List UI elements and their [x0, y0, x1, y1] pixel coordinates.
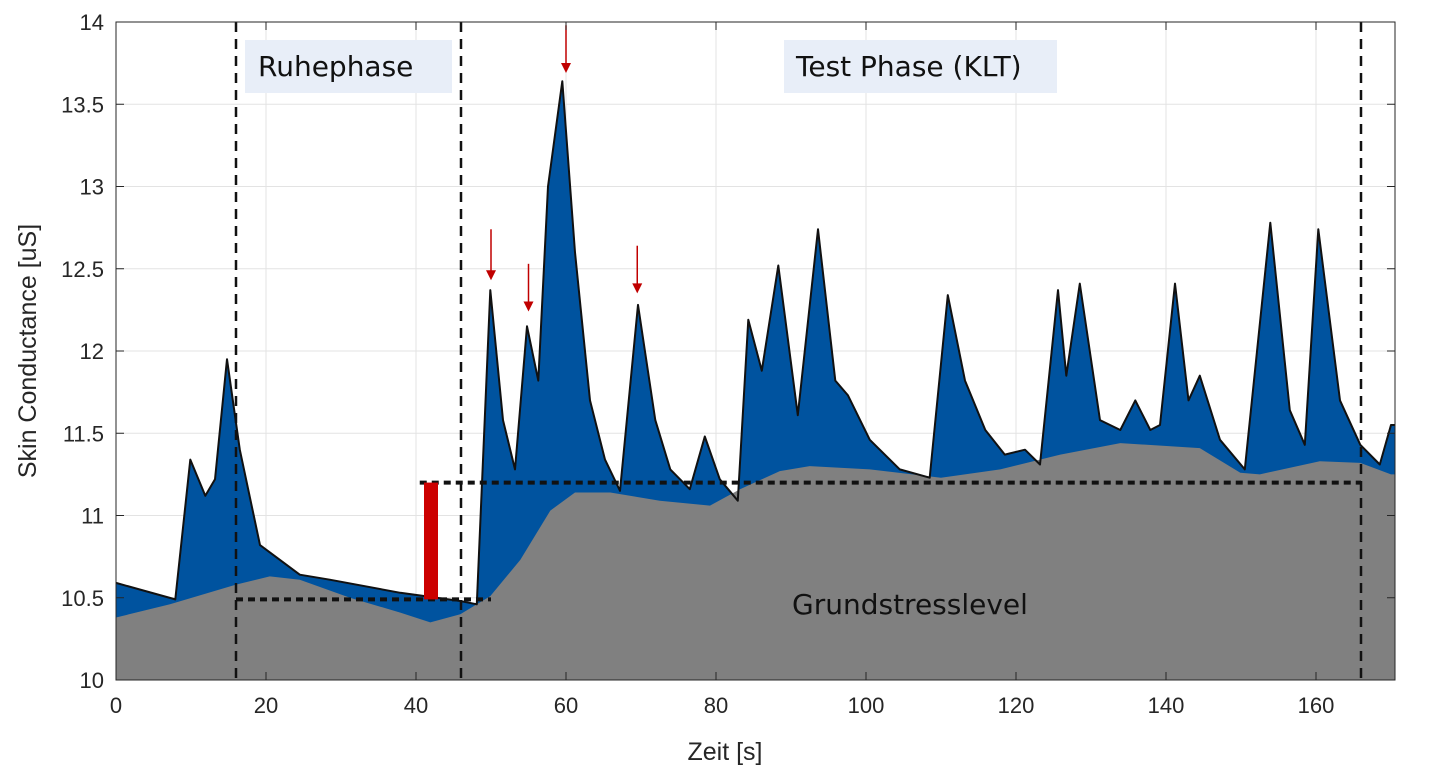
axes: 0 20 40 60 80 100 120 140 160 10 10.5 11 11.5 12 12.5 1… — [61, 10, 1396, 718]
y-tick-label: 12.5 — [61, 257, 104, 282]
reference-lines — [234, 22, 1363, 680]
y-tick-label: 13 — [80, 175, 104, 200]
y-tick-label: 14 — [80, 10, 104, 35]
y-tick-label: 10.5 — [61, 586, 104, 611]
x-tick-label: 140 — [1148, 693, 1185, 718]
x-axis-label: Zeit [s] — [687, 738, 762, 766]
difference-bar — [424, 482, 438, 600]
signal-line — [115, 80, 1396, 606]
x-tick-label: 100 — [848, 693, 885, 718]
x-tick-label: 40 — [404, 693, 428, 718]
areas — [115, 80, 1396, 680]
peak-arrow-head — [561, 62, 571, 73]
y-tick-label: 13.5 — [61, 92, 104, 117]
peak-arrow-head — [486, 270, 496, 281]
x-tick-label: 160 — [1298, 693, 1335, 718]
y-tick-label: 11.5 — [63, 421, 104, 446]
y-axis-label: Skin Conductance [uS] — [14, 224, 42, 478]
test-label-box — [784, 40, 1057, 93]
x-tick-label: 0 — [110, 693, 122, 718]
x-tick-label: 20 — [254, 693, 278, 718]
baseline-label: Grundstresslevel — [792, 588, 1028, 621]
y-tick-label: 10 — [80, 668, 104, 693]
y-tick-label: 12 — [80, 339, 104, 364]
markers — [424, 25, 643, 600]
peak-arrow-head — [523, 301, 534, 312]
rest-label-box — [245, 40, 452, 93]
test-phase-label: Test Phase (KLT) — [795, 50, 1022, 83]
x-tick-label: 120 — [998, 693, 1035, 718]
rest-phase-label: Ruhephase — [258, 50, 413, 83]
x-tick-label: 60 — [554, 693, 578, 718]
peak-arrow-head — [632, 283, 643, 294]
x-tick-label: 80 — [704, 693, 728, 718]
baseline-area — [116, 443, 1395, 680]
y-tick-label: 11 — [81, 504, 104, 529]
